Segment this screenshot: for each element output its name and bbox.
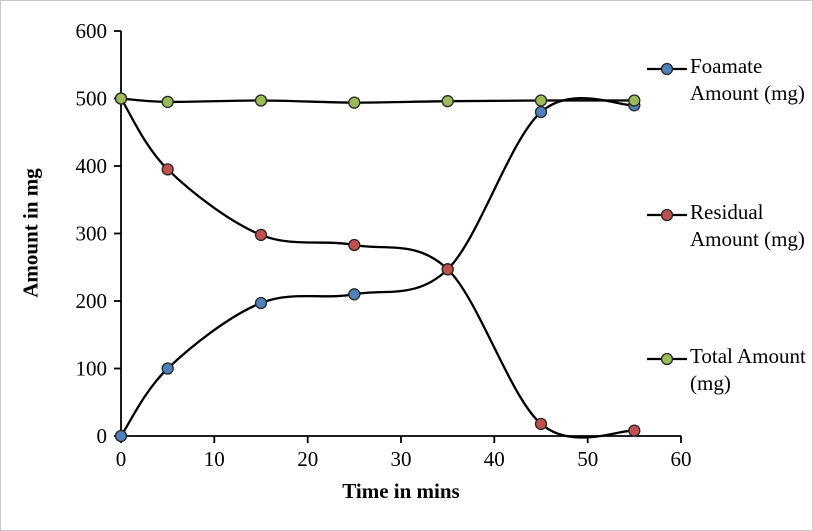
svg-text:500: 500 [76, 87, 108, 111]
svg-text:400: 400 [76, 154, 108, 178]
legend-label-residual: Residual Amount (mg) [690, 200, 805, 252]
legend-label-foamate: Foamate Amount (mg) [690, 54, 805, 106]
foamate-series-marker-icon [647, 62, 687, 76]
x-axis-title: Time in mins [342, 479, 460, 503]
svg-text:40: 40 [484, 447, 505, 471]
svg-text:50: 50 [577, 447, 598, 471]
total-series-marker-icon [647, 352, 687, 366]
svg-text:0: 0 [97, 424, 108, 448]
svg-text:20: 20 [297, 447, 318, 471]
legend-label-total: Total Amount (mg) [690, 344, 806, 396]
svg-text:300: 300 [76, 222, 108, 246]
svg-text:600: 600 [76, 19, 108, 43]
y-axis-title: Amount in mg [18, 168, 43, 298]
residual-series-marker-icon [647, 208, 687, 222]
svg-text:0: 0 [116, 447, 127, 471]
svg-text:60: 60 [671, 447, 692, 471]
legend-entry-foamate: Foamate Amount (mg) [647, 53, 808, 108]
svg-text:200: 200 [76, 289, 108, 313]
svg-text:100: 100 [76, 357, 108, 381]
svg-text:30: 30 [391, 447, 412, 471]
legend: Foamate Amount (mg) Residual Amount (mg)… [647, 1, 812, 530]
legend-entry-residual: Residual Amount (mg) [647, 199, 808, 254]
legend-entry-total: Total Amount (mg) [647, 343, 808, 398]
svg-text:10: 10 [204, 447, 225, 471]
